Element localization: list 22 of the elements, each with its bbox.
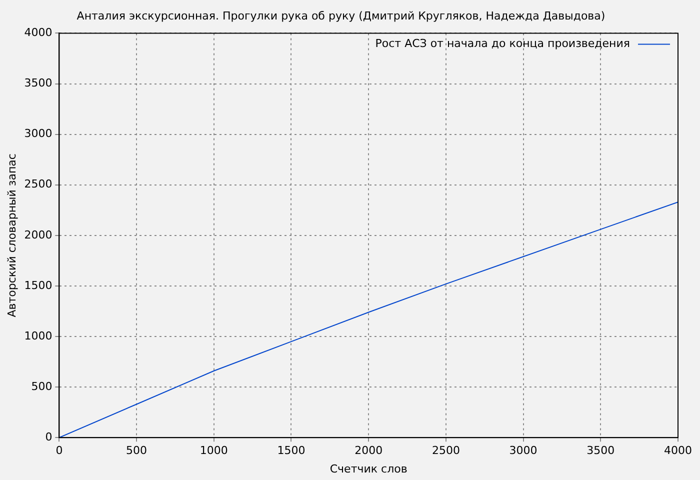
y-tick-label: 4000 — [24, 26, 52, 40]
y-tick-label: 0 — [45, 430, 52, 444]
x-axis-title: Счетчик слов — [330, 462, 408, 476]
x-tick-label: 3000 — [509, 444, 538, 458]
x-tick-label: 500 — [126, 444, 148, 458]
x-tick-label: 2000 — [354, 444, 383, 458]
legend-label: Рост АСЗ от начала до конца произведения — [375, 37, 630, 50]
x-tick-label: 3500 — [586, 444, 615, 458]
y-tick-label: 1000 — [24, 329, 52, 342]
x-tick-label: 1000 — [200, 444, 228, 458]
y-tick-label: 2500 — [24, 178, 52, 191]
y-tick-label: 3500 — [24, 76, 52, 90]
x-tick-label: 4000 — [664, 444, 692, 458]
chart-title: Анталия экскурсионная. Прогулки рука об руку (Дмитрий Кругляков, Надежда Давыдова) — [76, 9, 606, 22]
y-tick-label: 2000 — [24, 228, 52, 242]
y-tick-label: 3000 — [24, 127, 52, 140]
x-tick-label: 1500 — [277, 444, 306, 458]
y-tick-label: 1500 — [24, 278, 52, 292]
x-tick-label: 2500 — [432, 444, 460, 458]
x-tick-label: 0 — [56, 444, 63, 458]
y-axis-title: Авторский словарный запас — [5, 154, 18, 318]
y-tick-label: 500 — [31, 380, 52, 393]
